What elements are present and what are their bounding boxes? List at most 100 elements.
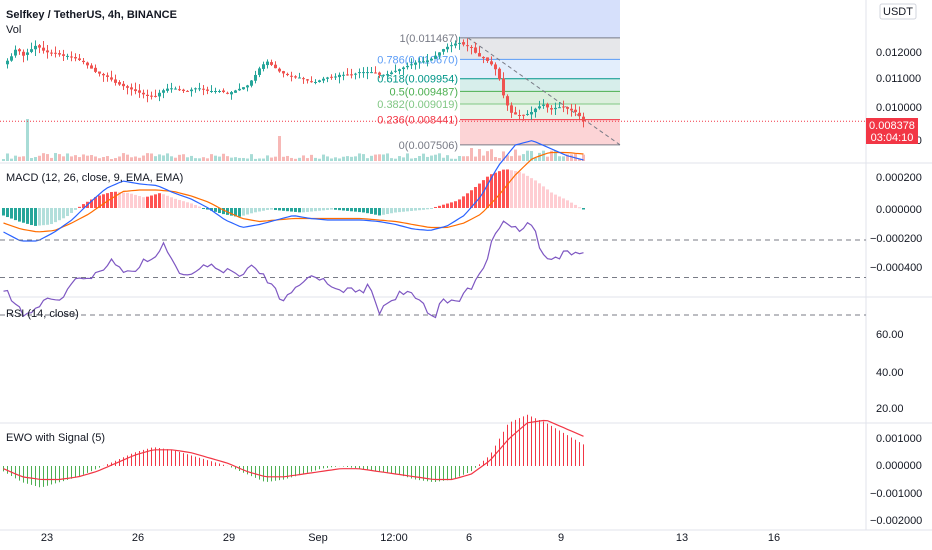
candle-body [506, 96, 509, 106]
volume-bar [502, 151, 505, 161]
macd-histogram-bar [418, 208, 421, 211]
volume-bar [238, 157, 241, 161]
macd-histogram-bar [374, 208, 377, 215]
volume-bar [362, 154, 365, 161]
macd-histogram-bar [390, 208, 393, 214]
macd-histogram-bar [310, 208, 313, 212]
volume-bar [214, 155, 217, 161]
macd-title: MACD (12, 26, close, 9, EMA, EMA) [6, 172, 183, 184]
volume-bar [458, 156, 461, 161]
volume-bar [450, 158, 453, 161]
currency-badge[interactable] [879, 3, 917, 20]
macd-histogram-bar [238, 208, 241, 217]
candle-body [382, 74, 385, 76]
volume-bar [142, 155, 145, 161]
candle-body [42, 47, 45, 51]
volume-bar [106, 156, 109, 161]
macd-histogram-bar [514, 170, 517, 208]
rsi-title: RSI (14, close) [6, 308, 79, 320]
macd-histogram-bar [394, 208, 397, 213]
candle-body [50, 52, 53, 54]
macd-histogram-bar [518, 171, 521, 208]
volume-bar [358, 153, 361, 161]
macd-histogram-bar [370, 208, 373, 214]
volume-bar [390, 158, 393, 161]
volume-bar [482, 155, 485, 161]
volume-bar [486, 151, 489, 161]
ewo-pane[interactable] [3, 414, 584, 488]
macd-histogram-bar [174, 198, 177, 208]
candle-body [6, 60, 9, 65]
macd-histogram-bar [414, 208, 417, 211]
candle-body [198, 88, 201, 90]
candle-body [498, 68, 501, 79]
volume-bar [154, 156, 157, 161]
volume-bar [74, 155, 77, 161]
macd-histogram-bar [346, 208, 349, 211]
macd-tick-0: 0.000200 [876, 172, 922, 184]
volume-bar [138, 157, 141, 161]
chart-title: Selfkey / TetherUS, 4h, BINANCE [6, 9, 177, 21]
macd-histogram-bar [510, 170, 513, 208]
volume-bar [158, 154, 161, 161]
candle-body [510, 105, 513, 113]
volume-bar [226, 156, 229, 161]
candle-body [334, 76, 337, 78]
volume-bar [462, 156, 465, 161]
macd-histogram-bar [114, 191, 117, 208]
macd-histogram-bar [542, 186, 545, 208]
macd-histogram-bar [438, 205, 441, 208]
fib-zone [460, 91, 620, 104]
macd-signal-line [3, 151, 584, 233]
macd-histogram-bar [14, 208, 17, 221]
volume-bar [278, 136, 281, 161]
volume-bar [354, 156, 357, 161]
macd-histogram-bar [558, 196, 561, 208]
macd-histogram-bar [78, 206, 81, 208]
macd-histogram-bar [338, 208, 341, 211]
candle-body [318, 80, 321, 83]
candle-body [102, 73, 105, 76]
candle-body [434, 55, 437, 59]
volume-bar [566, 154, 569, 161]
macd-histogram-bar [434, 206, 437, 208]
volume-bar [198, 158, 201, 161]
macd-histogram-bar [102, 194, 105, 208]
macd-histogram-bar [270, 208, 273, 210]
candle-body [258, 68, 261, 75]
candle-body [106, 75, 109, 77]
volume-bar [78, 157, 81, 161]
fib-retracement[interactable]: 1(0.011467) 0.786(0.010670) 0.618(0.009954… [377, 0, 621, 152]
volume-bar [322, 154, 325, 161]
volume-bar [102, 157, 105, 161]
rsi-pane[interactable] [0, 220, 866, 319]
candle-body [426, 60, 429, 63]
macd-histogram-bar [170, 197, 173, 208]
candle-body [34, 45, 37, 50]
candle-body [430, 58, 433, 61]
volume-bar [522, 154, 525, 161]
volume-bar [206, 158, 209, 161]
candle-body [330, 76, 333, 78]
macd-histogram-bar [322, 208, 325, 211]
candle-body [466, 45, 469, 47]
rsi-line [3, 220, 584, 319]
fib-level-label: 1(0.011467) [399, 33, 458, 45]
macd-histogram-bar [202, 208, 205, 209]
macd-histogram-bar [546, 189, 549, 208]
candle-body [534, 108, 537, 113]
macd-histogram-bar [58, 208, 61, 221]
macd-histogram-bar [550, 192, 553, 208]
candle-body [178, 89, 181, 91]
candle-body [38, 45, 41, 48]
ewo-tick-1: 0.000000 [876, 460, 922, 472]
candle-body [550, 108, 553, 110]
volume-bar [26, 119, 29, 161]
macd-histogram-bar [478, 183, 481, 208]
macd-histogram-bar [70, 208, 73, 213]
macd-histogram-bar [254, 208, 257, 213]
fib-level-label: 0.618(0.009954) [377, 74, 458, 86]
macd-pane[interactable] [2, 140, 585, 242]
macd-histogram-bar [458, 199, 461, 208]
